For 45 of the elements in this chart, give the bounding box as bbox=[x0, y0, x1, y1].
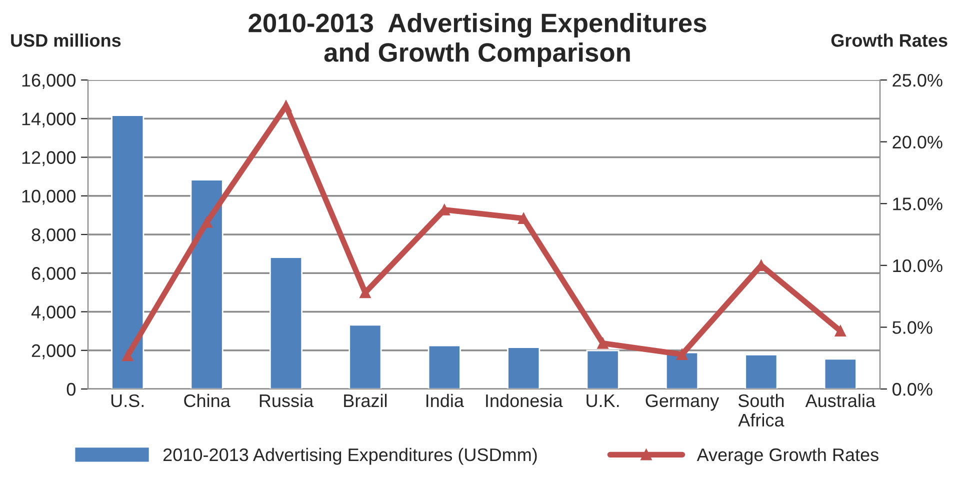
y-tick-label: 8,000 bbox=[32, 228, 76, 244]
y2-tick-label: 15.0% bbox=[893, 198, 942, 210]
y-tick-label: 6,000 bbox=[32, 267, 76, 282]
y2-tick-label: 5.0% bbox=[892, 321, 932, 334]
y-tick-label: 10,000 bbox=[22, 190, 76, 205]
bar bbox=[586, 350, 620, 389]
y-tick-label: 4,000 bbox=[31, 306, 76, 321]
x-tick-label: U.K. bbox=[586, 394, 619, 408]
point bbox=[360, 287, 371, 298]
y2-tick-label: 20.0% bbox=[892, 136, 942, 149]
y2-tick-label: 0.0% bbox=[892, 382, 932, 396]
x-tick-label: Indonesia bbox=[486, 394, 563, 408]
y-tick-label: 0 bbox=[66, 382, 76, 396]
legend-label: Average Growth Rates bbox=[696, 448, 878, 465]
point bbox=[597, 338, 608, 349]
point bbox=[676, 348, 688, 360]
bar bbox=[348, 324, 382, 389]
x-tick-label: Russia bbox=[260, 394, 314, 408]
x-tick-label: China bbox=[184, 394, 230, 408]
y-axis-title: USD millions bbox=[11, 34, 121, 47]
legend-label: 2010-2013 Advertising Expenditures (USDmm) bbox=[163, 448, 537, 465]
x-tick-label: Brazil bbox=[344, 394, 387, 408]
x-tick-label: Australia bbox=[805, 394, 876, 408]
y-tick-label: 16,000 bbox=[22, 74, 76, 89]
bar bbox=[190, 179, 224, 389]
x-tick-label: South Africa bbox=[738, 394, 784, 427]
y2-axis-title: Growth Rates bbox=[831, 34, 948, 47]
y2-tick-label: 25.0% bbox=[892, 74, 942, 87]
bar bbox=[428, 344, 461, 389]
y-tick-label: 14,000 bbox=[22, 112, 76, 128]
chart-title: 2010-2013 Advertising Expenditures and Growth Comparison bbox=[248, 12, 706, 68]
bar bbox=[269, 256, 303, 389]
y-tick-label: 12,000 bbox=[22, 151, 76, 166]
bar bbox=[111, 114, 144, 389]
point bbox=[122, 350, 134, 362]
x-tick-label: U.S. bbox=[111, 394, 144, 408]
point bbox=[201, 216, 212, 228]
y2-tick-label: 10.0% bbox=[893, 259, 942, 272]
y-tick-label: 2,000 bbox=[32, 344, 76, 360]
point bbox=[834, 325, 846, 336]
x-tick-label: India bbox=[426, 394, 464, 408]
bar bbox=[824, 358, 857, 389]
bar bbox=[744, 354, 778, 389]
bar bbox=[507, 346, 540, 389]
x-tick-label: Germany bbox=[646, 394, 720, 411]
